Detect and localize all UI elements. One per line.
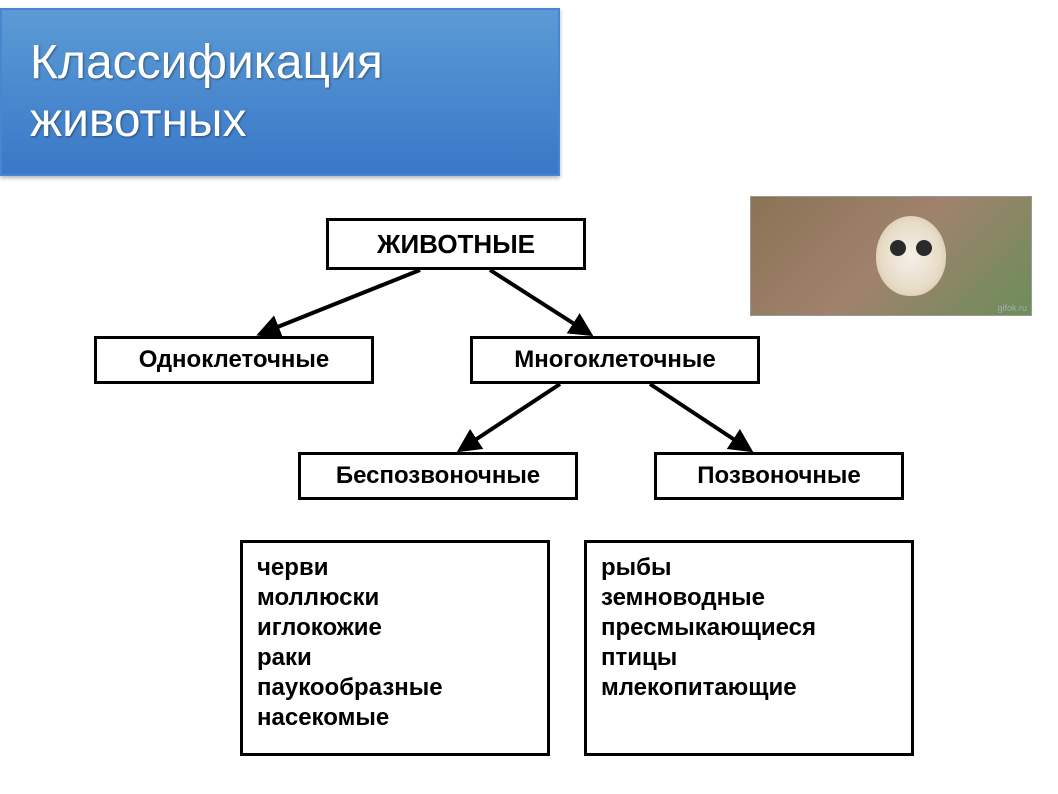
slide: Классификация животных gifok.ru ЖИВОТНЫЕ… [0, 0, 1058, 794]
vertebrates-list-item: рыбы [601, 553, 897, 583]
node-vertebrates: Позвоночные [654, 452, 904, 500]
node-multicellular-label: Многоклеточные [514, 346, 716, 374]
node-invertebrates-label: Беспозвоночные [336, 462, 540, 490]
vertebrates-list-item: птицы [601, 643, 897, 673]
title-line-1: Классификация [30, 34, 558, 92]
invertebrates-list-item: моллюски [257, 583, 533, 613]
invertebrates-list-item: иглокожие [257, 613, 533, 643]
node-unicellular: Одноклеточные [94, 336, 374, 384]
node-invertebrates: Беспозвоночные [298, 452, 578, 500]
title-banner: Классификация животных [0, 8, 560, 176]
node-animals-label: ЖИВОТНЫЕ [377, 229, 535, 260]
vertebrates-list-item: млекопитающие [601, 673, 897, 703]
invertebrates-list-item: раки [257, 643, 533, 673]
invertebrates-list-item: паукообразные [257, 673, 533, 703]
invertebrates-list-item: черви [257, 553, 533, 583]
title-line-2: животных [30, 92, 558, 150]
vertebrates-list-item: земноводные [601, 583, 897, 613]
classification-diagram: ЖИВОТНЫЕ Одноклеточные Многоклеточные Бе… [0, 200, 1058, 794]
node-animals: ЖИВОТНЫЕ [326, 218, 586, 270]
invertebrates-list: червимоллюскииглокожиеракипаукообразныен… [240, 540, 550, 756]
vertebrates-list: рыбыземноводныепресмыкающиесяптицымлекоп… [584, 540, 914, 756]
invertebrates-list-item: насекомые [257, 703, 533, 733]
vertebrates-list-item: пресмыкающиеся [601, 613, 897, 643]
node-vertebrates-label: Позвоночные [697, 462, 860, 490]
node-unicellular-label: Одноклеточные [139, 346, 330, 374]
node-multicellular: Многоклеточные [470, 336, 760, 384]
